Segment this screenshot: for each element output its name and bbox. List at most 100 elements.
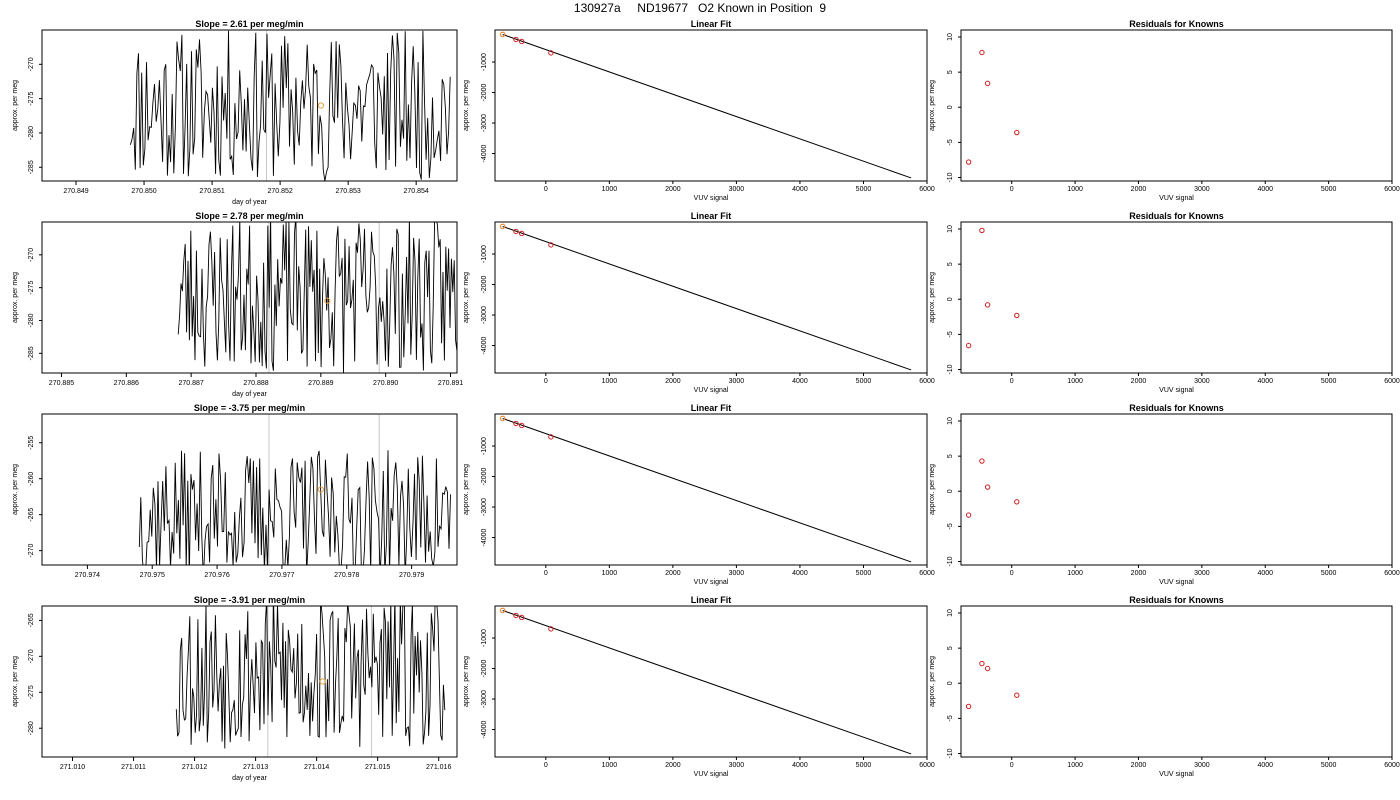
plot-region <box>138 414 451 565</box>
y-tick-label: 0 <box>947 297 954 301</box>
y-tick-label: 5 <box>947 262 954 266</box>
x-tick-label: 2000 <box>665 570 681 577</box>
y-tick-label: -265 <box>28 613 35 627</box>
y-axis-label: approx. per meg <box>12 464 19 515</box>
x-tick-label: 271.015 <box>365 764 390 771</box>
x-tick-label: 5000 <box>856 186 872 193</box>
y-tick-label: 10 <box>947 417 954 425</box>
y-tick-label: -5 <box>947 139 954 145</box>
y-axis-label: approx. per meg <box>929 80 936 131</box>
y-tick-label: -275 <box>28 92 35 106</box>
x-tick-label: 1000 <box>602 570 618 577</box>
y-axis-label: approx. per meg <box>929 464 936 515</box>
x-tick-label: 5000 <box>1321 570 1337 577</box>
y-axis-label: approx. per meg <box>463 656 470 707</box>
x-tick-label: 2000 <box>665 762 681 769</box>
x-tick-label: 3000 <box>1194 378 1210 385</box>
data-point <box>513 228 519 235</box>
x-axis-label: VUV signal <box>1159 579 1194 586</box>
data-point <box>513 36 519 43</box>
data-point <box>499 31 506 37</box>
x-tick-label: 271.011 <box>121 764 146 771</box>
x-axis-label: VUV signal <box>1159 771 1194 778</box>
data-point <box>518 38 525 45</box>
plot-region <box>499 415 912 563</box>
x-tick-label: 6000 <box>919 570 935 577</box>
plot-region <box>965 227 1020 349</box>
x-tick-label: 0 <box>1010 378 1014 385</box>
plot-frame <box>494 413 928 566</box>
panel-title: Linear Fit <box>691 19 732 29</box>
y-axis-label: approx. per meg <box>12 656 19 707</box>
y-tick-label: -5 <box>947 523 954 529</box>
x-tick-label: 3000 <box>1194 186 1210 193</box>
y-tick-label: -270 <box>28 649 35 663</box>
x-tick-label: 270.851 <box>199 188 224 195</box>
y-tick-label: -280 <box>28 313 35 327</box>
x-tick-label: 270.888 <box>243 380 268 387</box>
plot-region <box>175 606 446 757</box>
plot-region <box>499 607 912 755</box>
x-tick-label: 270.852 <box>267 188 292 195</box>
x-tick-label: 270.886 <box>114 380 139 387</box>
data-point <box>984 665 991 672</box>
residuals-panel-row-2: Residuals for Knowns 0 1000 2000 3000 4000 500… <box>929 211 1400 394</box>
linear_fit-panel-row-3: Linear Fit 0 1000 2000 3000 4000 5000 6000 VUV s… <box>463 403 935 586</box>
panel-title: Linear Fit <box>691 211 732 221</box>
x-tick-label: 271.016 <box>426 764 451 771</box>
data-point <box>317 486 324 493</box>
x-tick-label: 2000 <box>665 186 681 193</box>
panel-title: Residuals for Knowns <box>1129 403 1224 413</box>
x-tick-label: 4000 <box>792 570 808 577</box>
data-point <box>513 612 519 619</box>
x-tick-label: 0 <box>544 378 548 385</box>
x-tick-label: 5000 <box>856 378 872 385</box>
data-point <box>979 227 985 234</box>
x-tick-label: 0 <box>1010 762 1014 769</box>
x-tick-label: 4000 <box>792 378 808 385</box>
x-tick-label: 270.887 <box>178 380 203 387</box>
data-point <box>548 626 554 632</box>
y-tick-label: -255 <box>28 436 35 450</box>
y-tick-label: -4000 <box>481 336 488 354</box>
trace-line <box>175 606 446 749</box>
x-tick-label: 4000 <box>1257 186 1273 193</box>
y-tick-label: -2000 <box>481 467 488 485</box>
y-tick-label: -2000 <box>481 83 488 101</box>
x-tick-label: 0 <box>544 570 548 577</box>
x-tick-label: 4000 <box>1257 378 1273 385</box>
y-tick-label: -5 <box>947 331 954 337</box>
x-tick-label: 3000 <box>1194 570 1210 577</box>
x-tick-label: 270.977 <box>269 572 294 579</box>
x-tick-label: 1000 <box>1067 570 1083 577</box>
x-tick-label: 6000 <box>1384 570 1400 577</box>
x-tick-label: 2000 <box>1131 762 1147 769</box>
data-point <box>499 223 506 229</box>
x-tick-label: 0 <box>544 186 548 193</box>
x-tick-label: 4000 <box>1257 762 1273 769</box>
x-tick-label: 2000 <box>665 378 681 385</box>
data-point <box>499 607 506 613</box>
x-tick-label: 4000 <box>792 762 808 769</box>
x-tick-label: 5000 <box>856 762 872 769</box>
plot-frame <box>41 29 458 182</box>
plot-frame <box>960 413 1393 566</box>
plot-region <box>965 458 1020 518</box>
x-tick-label: 6000 <box>1384 378 1400 385</box>
x-tick-label: 270.891 <box>438 380 463 387</box>
x-axis-label: day of year <box>232 391 267 398</box>
y-axis-label: approx. per meg <box>463 464 470 515</box>
data-point <box>979 458 985 464</box>
panel-title: Residuals for Knowns <box>1129 211 1224 221</box>
residuals-panel-row-3: Residuals for Knowns 0 1000 2000 3000 4000 500… <box>929 403 1400 586</box>
y-tick-label: -10 <box>947 748 954 758</box>
linear_fit-panel-row-2: Linear Fit 0 1000 2000 3000 4000 5000 6000 VUV s… <box>463 211 935 394</box>
plot-region <box>177 222 457 373</box>
y-tick-label: -2000 <box>481 275 488 293</box>
x-tick-label: 0 <box>544 762 548 769</box>
x-tick-label: 3000 <box>729 570 745 577</box>
plot-frame <box>41 605 458 758</box>
x-tick-label: 4000 <box>792 186 808 193</box>
trace-line <box>138 450 451 565</box>
data-point <box>548 50 554 56</box>
